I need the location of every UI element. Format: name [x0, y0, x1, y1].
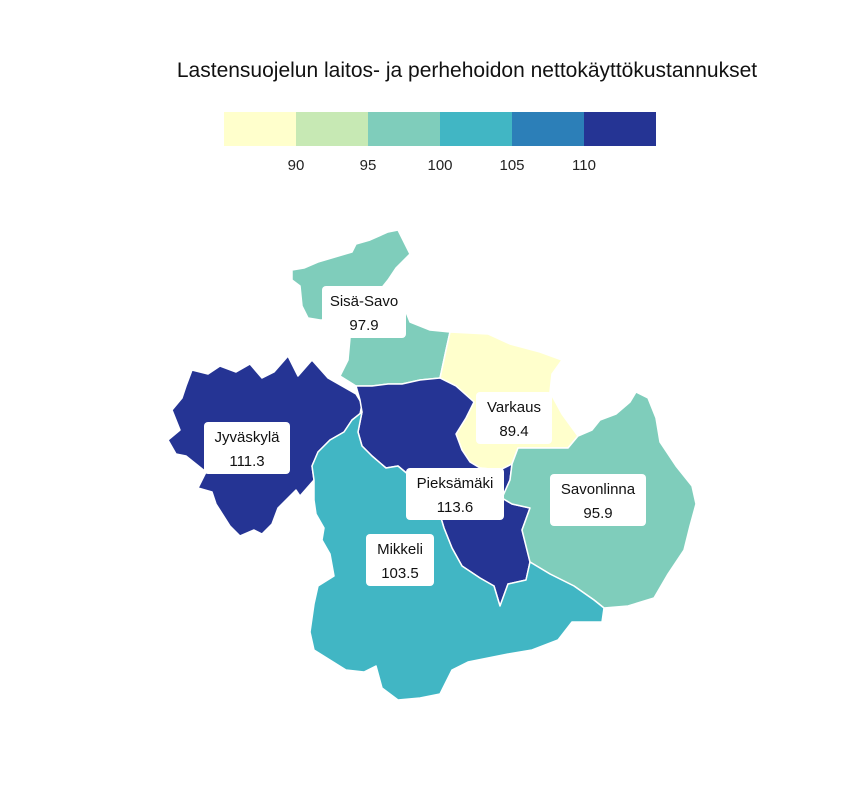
label-varkaus-value: 89.4: [499, 423, 528, 440]
label-pieksamaki-value: 113.6: [437, 499, 473, 516]
label-mikkeli-name: Mikkeli: [377, 541, 423, 558]
legend-swatch-3: [368, 112, 440, 146]
label-savonlinna-name: Savonlinna: [561, 481, 636, 498]
label-box-mikkeli: [366, 534, 434, 586]
label-pieksamaki-name: Pieksämäki: [417, 475, 494, 492]
label-sisa-savo: Sisä-Savo 97.9: [322, 286, 406, 338]
label-box-savonlinna: [550, 474, 646, 526]
label-mikkeli-value: 103.5: [381, 565, 419, 582]
legend-swatch-6: [584, 112, 656, 146]
label-jyvaskyla-value: 111.3: [229, 453, 264, 470]
label-box-varkaus: [476, 392, 552, 444]
legend-tick-95: 95: [360, 157, 377, 174]
label-savonlinna-value: 95.9: [583, 505, 612, 522]
legend-swatch-2: [296, 112, 368, 146]
label-mikkeli: Mikkeli 103.5: [366, 534, 434, 586]
label-varkaus-name: Varkaus: [487, 399, 541, 416]
label-jyvaskyla-name: Jyväskylä: [214, 429, 280, 446]
label-sisa-savo-name: Sisä-Savo: [330, 293, 398, 310]
legend-tick-110: 110: [572, 157, 596, 174]
label-sisa-savo-value: 97.9: [349, 317, 378, 334]
legend-tick-90: 90: [288, 157, 305, 174]
label-varkaus: Varkaus 89.4: [476, 392, 552, 444]
legend-swatch-4: [440, 112, 512, 146]
legend-tick-100: 100: [427, 157, 452, 174]
color-legend: 90 95 100 105 110: [224, 112, 656, 174]
label-savonlinna: Savonlinna 95.9: [550, 474, 646, 526]
label-box-sisa-savo: [322, 286, 406, 338]
legend-swatch-5: [512, 112, 584, 146]
label-jyvaskyla: Jyväskylä 111.3: [204, 422, 290, 474]
legend-swatch-1: [224, 112, 296, 146]
legend-tick-105: 105: [499, 157, 524, 174]
label-pieksamaki: Pieksämäki 113.6: [406, 468, 504, 520]
label-box-pieksamaki: [406, 468, 504, 520]
label-box-jyvaskyla: [204, 422, 290, 474]
region-labels: Sisä-Savo 97.9 Varkaus 89.4 Jyväskylä 11…: [204, 286, 646, 586]
chart-title: Lastensuojelun laitos- ja perhehoidon ne…: [177, 59, 757, 82]
